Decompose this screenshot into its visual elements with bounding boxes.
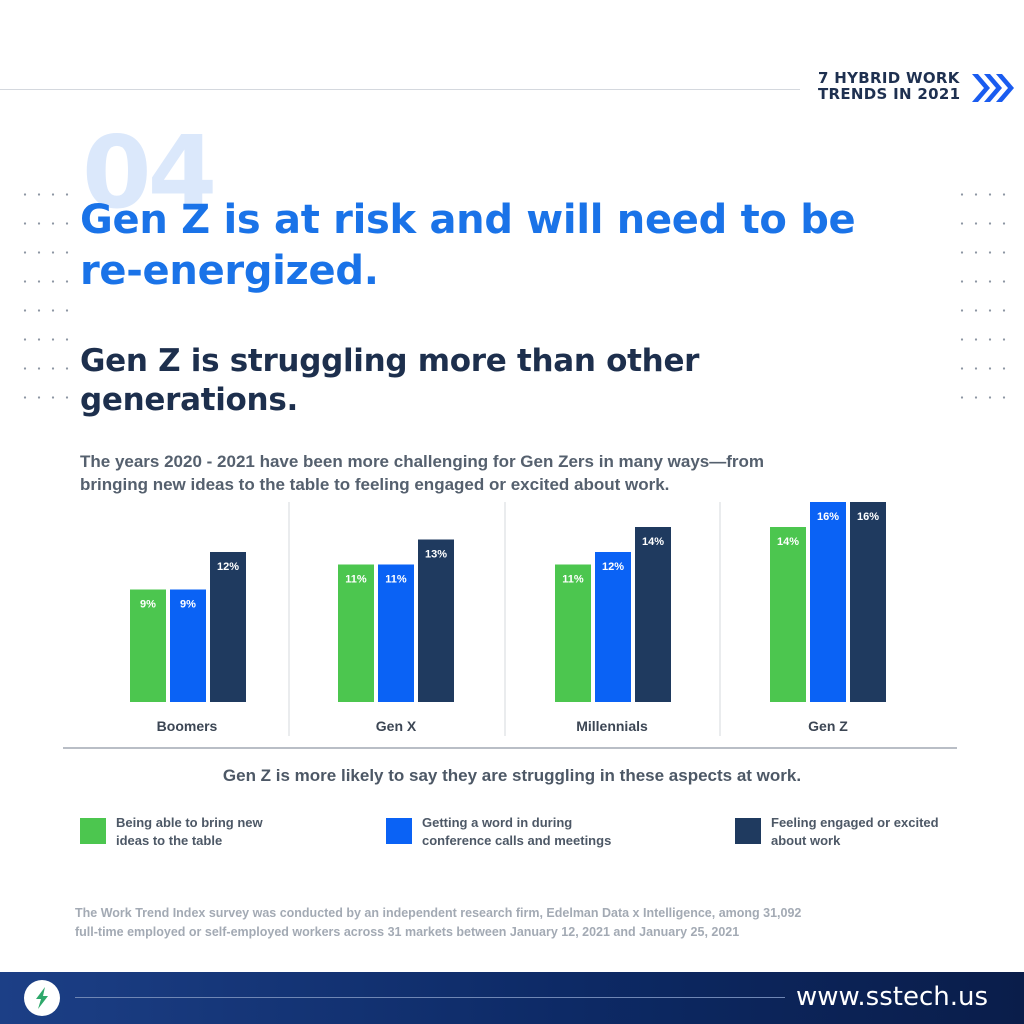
description-line2: bringing new ideas to the table to feeli… [80,475,670,494]
data-label: 9% [140,599,156,611]
category-label: Gen X [376,718,417,734]
data-label: 13% [425,549,447,561]
website-link[interactable]: www.sstech.us [796,982,989,1012]
category-label: Boomers [157,718,218,734]
legend-label-engaged-line1: Feeling engaged or excited [771,815,939,830]
bar-gen-z-series-2 [850,502,886,702]
subheading-line2: generations. [80,382,298,418]
bar-millennials-series-0 [555,564,591,702]
legend-swatch-green [80,818,106,844]
dot-pattern-left [18,180,74,400]
data-label: 14% [642,536,664,548]
legend-swatch-navy [735,818,761,844]
data-label: 11% [562,574,584,586]
category-label: Millennials [576,718,648,734]
subheading: Gen Z is struggling more than other gene… [80,342,840,420]
series-badge-line2: TRENDS IN 2021 [818,85,961,103]
chart-caption: Gen Z is more likely to say they are str… [222,766,802,785]
bar-boomers-series-0 [130,589,166,702]
legend-label-calls-line1: Getting a word in during [422,815,573,830]
category-label: Gen Z [808,718,848,734]
footer-bar: www.sstech.us [0,972,1024,1024]
legend-label-engaged-line2: about work [771,833,841,848]
footnote: The Work Trend Index survey was conducte… [75,904,975,942]
bar-millennials-series-2 [635,527,671,702]
headline-line2: re-energized. [80,248,379,294]
bar-chart: 9% 9% 12% Boomers 11% 11% 13% Gen X 11% 12% 14% Mil… [63,502,957,749]
data-label: 11% [345,574,367,586]
sstech-logo-icon[interactable] [24,980,60,1016]
bar-boomers-series-1 [170,589,206,702]
bar-gen-z-series-0 [770,527,806,702]
bar-boomers-series-2 [210,552,246,702]
legend-label-ideas: Being able to bring new ideas to the tab… [116,814,356,850]
legend-label-calls: Getting a word in during conference call… [422,814,662,850]
subheading-line1: Gen Z is struggling more than other [80,343,700,379]
bar-gen-x-series-1 [378,564,414,702]
data-label: 9% [180,599,196,611]
description-line1: The years 2020 - 2021 have been more cha… [80,452,765,471]
bar-gen-x-series-0 [338,564,374,702]
footnote-line2: full-time employed or self-employed work… [75,925,740,939]
headline-line1: Gen Z is at risk and will need to be [80,197,856,243]
header-divider [0,89,800,90]
legend-label-engaged: Feeling engaged or excited about work [771,814,1011,850]
footer-divider [75,997,785,998]
dot-pattern-right [955,180,1011,400]
data-label: 12% [602,561,624,573]
bar-gen-z-series-1 [810,502,846,702]
legend-label-ideas-line1: Being able to bring new [116,815,263,830]
data-label: 11% [385,574,407,586]
legend-label-ideas-line2: ideas to the table [116,833,223,848]
headline: Gen Z is at risk and will need to be re-… [80,195,960,297]
chevrons-right-icon [972,74,1014,102]
sstech-logo-mark [36,987,48,1009]
data-label: 16% [857,511,879,523]
section-number: 04 [82,114,217,231]
bar-millennials-series-1 [595,552,631,702]
bar-gen-x-series-2 [418,539,454,702]
series-badge-line1: 7 HYBRID WORK [818,69,960,87]
data-label: 12% [217,561,239,573]
legend-label-calls-line2: conference calls and meetings [422,833,612,848]
data-label: 16% [817,511,839,523]
series-badge: 7 HYBRID WORK TRENDS IN 2021 [818,70,960,102]
description: The years 2020 - 2021 have been more cha… [80,450,960,496]
legend-swatch-blue [386,818,412,844]
data-label: 14% [777,536,799,548]
footnote-line1: The Work Trend Index survey was conducte… [75,906,802,920]
